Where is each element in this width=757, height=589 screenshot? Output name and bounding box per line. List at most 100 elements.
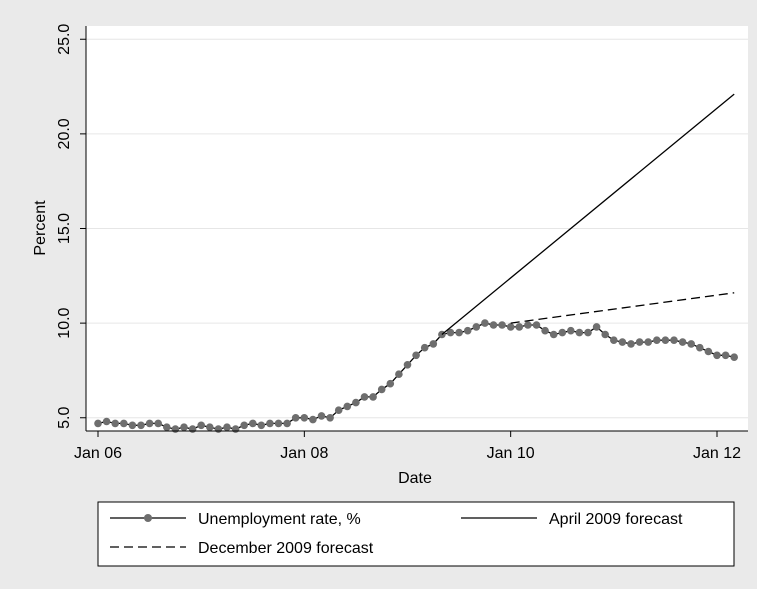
legend-marker-unemployment: [144, 514, 152, 522]
legend-label-unemployment: Unemployment rate, %: [198, 511, 361, 528]
data-point: [627, 340, 635, 348]
data-point: [670, 336, 678, 345]
data-point: [524, 321, 532, 329]
data-point: [395, 370, 403, 379]
data-point: [377, 385, 386, 394]
data-point: [334, 406, 343, 415]
data-point: [696, 343, 704, 352]
data-point: [300, 414, 309, 422]
x-axis-label: Date: [398, 470, 432, 487]
y-tick-label: 15.0: [56, 213, 73, 244]
data-point: [515, 323, 524, 331]
data-point: [197, 421, 205, 430]
data-point: [231, 425, 240, 433]
data-point: [240, 421, 248, 430]
data-point: [257, 421, 266, 430]
series-line-1: [441, 93, 735, 336]
data-point: [558, 328, 567, 337]
data-point: [154, 419, 162, 428]
data-point: [429, 340, 438, 348]
data-point: [111, 419, 119, 428]
data-point: [549, 330, 558, 339]
data-point: [506, 323, 515, 331]
series-layer: [94, 93, 738, 433]
x-tick-label: Jan 10: [487, 445, 535, 462]
data-point: [102, 417, 111, 426]
data-point: [188, 425, 197, 433]
data-point: [472, 323, 481, 331]
data-point: [653, 336, 661, 345]
data-point: [94, 419, 102, 428]
data-point: [661, 336, 670, 345]
data-point: [463, 326, 472, 335]
legend-item-december-forecast: December 2009 forecast: [110, 540, 374, 557]
data-point: [128, 421, 137, 430]
data-point: [532, 321, 541, 329]
data-point: [610, 336, 618, 345]
data-point: [309, 415, 317, 424]
legend-item-unemployment: Unemployment rate, %: [110, 511, 361, 528]
y-tick-label: 10.0: [56, 307, 73, 338]
data-point: [412, 351, 420, 360]
data-point: [403, 361, 412, 369]
data-point: [721, 351, 730, 360]
legend: [97, 501, 735, 567]
data-point: [317, 412, 326, 420]
data-point: [120, 419, 128, 428]
legend-label-december-forecast: December 2009 forecast: [198, 540, 374, 557]
data-point: [678, 338, 687, 346]
data-point: [145, 419, 154, 428]
y-axis-label: Percent: [32, 200, 49, 256]
data-point: [214, 425, 223, 433]
data-point: [446, 328, 455, 337]
legend-item-april-forecast: April 2009 forecast: [461, 511, 683, 528]
data-point: [360, 393, 369, 401]
y-tick-label: 25.0: [56, 24, 73, 55]
data-point: [601, 330, 609, 339]
legend-label-april-forecast: April 2009 forecast: [549, 511, 683, 528]
data-point: [369, 393, 377, 401]
data-point: [386, 379, 395, 388]
data-point: [171, 425, 180, 433]
data-point: [206, 423, 214, 432]
data-point: [326, 414, 334, 422]
data-point: [266, 419, 274, 428]
data-point: [567, 326, 575, 335]
data-point: [249, 419, 257, 428]
x-tick-label: Jan 12: [693, 445, 741, 462]
data-point: [180, 423, 188, 432]
series-line-2: [510, 292, 735, 324]
data-point: [283, 419, 291, 428]
data-point: [223, 423, 231, 432]
gridlines: [86, 38, 748, 419]
data-point: [730, 353, 738, 362]
data-point: [137, 421, 145, 430]
data-point: [163, 423, 171, 432]
data-point: [541, 326, 549, 335]
data-point: [481, 319, 489, 327]
data-point: [352, 398, 360, 407]
data-point: [592, 323, 601, 331]
data-point: [575, 328, 584, 337]
data-point: [274, 419, 283, 428]
data-point: [704, 347, 713, 356]
data-point: [455, 328, 463, 337]
data-point: [343, 402, 352, 411]
data-point: [584, 328, 592, 337]
x-tick-label: Jan 08: [280, 445, 328, 462]
data-point: [489, 321, 498, 329]
data-point: [644, 338, 652, 346]
data-point: [618, 338, 627, 346]
y-tick-label: 5.0: [56, 407, 73, 429]
data-point: [498, 321, 506, 329]
data-point: [713, 351, 721, 360]
data-point: [687, 340, 695, 348]
x-tick-label: Jan 06: [74, 445, 122, 462]
x-ticks: Jan 06 Jan 08 Jan 10 Jan 12: [74, 431, 741, 462]
data-point: [420, 343, 429, 352]
y-ticks: 5.0 10.0 15.0 20.0 25.0: [56, 24, 86, 429]
y-tick-label: 20.0: [56, 118, 73, 149]
data-point: [635, 338, 644, 346]
data-point: [291, 414, 300, 422]
